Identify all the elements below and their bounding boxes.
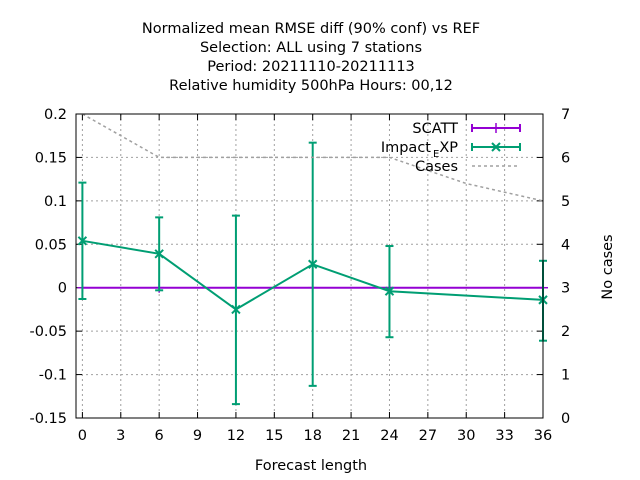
impact-point: [384, 286, 395, 296]
y2-tick-label: 5: [561, 194, 570, 210]
x-tick-label: 30: [457, 428, 475, 444]
plot-frame: [75, 113, 544, 419]
chart-title-line-4: Relative humidity 500hPa Hours: 00,12: [169, 78, 453, 94]
legend-marker-scatt: [491, 123, 501, 133]
x-tick-label: 36: [534, 428, 552, 444]
impact-point: [307, 259, 318, 269]
y-tick-label: 0.15: [35, 150, 67, 166]
y-tick-label: -0.1: [39, 368, 67, 384]
series-line-impact: [82, 239, 544, 311]
y-tick-label: 0: [58, 281, 67, 297]
y2-axis-ticks: 0 1 2 3 4 5 6 7: [537, 107, 570, 427]
y2-tick-label: 1: [561, 368, 570, 384]
legend-label-scatt: SCATT: [412, 121, 458, 137]
y2-tick-label: 4: [561, 237, 570, 253]
chart-title-line-2: Selection: ALL using 7 stations: [200, 40, 422, 56]
y2-tick-label: 3: [561, 281, 570, 297]
y2-tick-label: 2: [561, 324, 570, 340]
x-tick-label: 0: [78, 428, 87, 444]
plot-area: [77, 113, 548, 406]
legend-label-impact: Impact EXP: [381, 140, 458, 160]
impact-point: [77, 236, 88, 246]
chart-title-line-3: Period: 20211110-20211113: [207, 59, 415, 75]
x-tick-label: 6: [155, 428, 164, 444]
y-tick-label: 0.05: [35, 237, 67, 253]
y-tick-label: -0.05: [29, 324, 67, 340]
y2-axis-label: No cases: [600, 234, 616, 299]
y2-tick-label: 0: [561, 411, 570, 427]
legend: SCATT Impact EXP Cases: [381, 121, 521, 175]
x-axis-ticks: 0 3 6 9 12 15 18 21 24 27 30 33 36: [78, 114, 552, 444]
x-axis-label: Forecast length: [255, 458, 367, 474]
x-tick-label: 15: [265, 428, 283, 444]
y2-tick-label: 7: [561, 107, 570, 123]
impact-point: [231, 304, 241, 315]
legend-marker-impact: [491, 142, 501, 152]
y-tick-label: 0.2: [44, 107, 67, 123]
y-tick-label: -0.15: [29, 411, 67, 427]
y2-tick-label: 6: [561, 150, 570, 166]
x-tick-label: 9: [193, 428, 202, 444]
series-line-cases: [82, 113, 544, 202]
y-tick-label: 0.1: [44, 194, 67, 210]
x-tick-label: 18: [303, 428, 321, 444]
chart-title-line-1: Normalized mean RMSE diff (90% conf) vs …: [142, 21, 480, 37]
x-tick-label: 33: [495, 428, 513, 444]
legend-label-cases: Cases: [415, 159, 458, 175]
x-tick-label: 12: [227, 428, 245, 444]
legend-label-impact-main: Impact: [381, 140, 431, 156]
legend-label-impact-sub: E: [433, 149, 439, 160]
y-axis-ticks: -0.15 -0.1 -0.05 0 0.05 0.1 0.15 0.2: [29, 107, 82, 427]
x-tick-label: 27: [419, 428, 437, 444]
impact-point: [154, 249, 164, 259]
x-tick-label: 21: [342, 428, 360, 444]
x-tick-label: 24: [380, 428, 398, 444]
x-tick-label: 3: [116, 428, 125, 444]
legend-label-impact-tail: XP: [439, 140, 458, 156]
